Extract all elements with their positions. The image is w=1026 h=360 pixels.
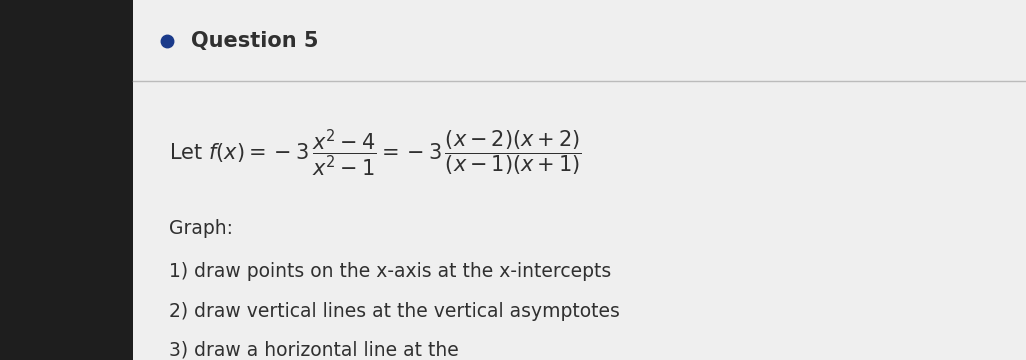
Text: 1) draw points on the x-axis at the x-intercepts: 1) draw points on the x-axis at the x-in… <box>169 262 611 281</box>
Text: Question 5: Question 5 <box>192 31 319 51</box>
Text: Let $f(x) = -3\,\dfrac{x^2-4}{x^2-1} = -3\,\dfrac{(x-2)(x+2)}{(x-1)(x+1)}$: Let $f(x) = -3\,\dfrac{x^2-4}{x^2-1} = -… <box>169 127 582 179</box>
Text: 2) draw vertical lines at the vertical asymptotes: 2) draw vertical lines at the vertical a… <box>169 302 620 321</box>
Text: 3) draw a horizontal line at the: 3) draw a horizontal line at the <box>169 341 459 359</box>
Text: Graph:: Graph: <box>169 219 233 238</box>
